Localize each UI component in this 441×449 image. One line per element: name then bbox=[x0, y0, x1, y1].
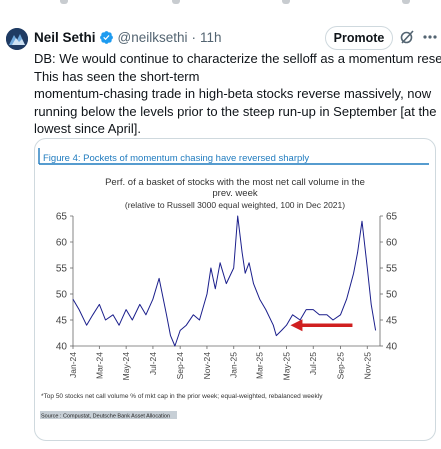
x-tick-label: Nov-25 bbox=[362, 352, 372, 380]
chart-subtitle: (relative to Russell 3000 equal weighted… bbox=[125, 200, 345, 210]
y-tick-label-left: 60 bbox=[56, 238, 68, 249]
tweet-text-line: momentum-chasing trade in high-beta stoc… bbox=[34, 86, 432, 101]
tweet-text: DB: We would continue to characterize th… bbox=[34, 50, 441, 138]
chart-image-card[interactable]: Figure 4: Pockets of momentum chasing ha… bbox=[34, 138, 436, 441]
x-tick-label: Nov-24 bbox=[202, 352, 212, 380]
y-tick-label-right: 45 bbox=[386, 316, 398, 327]
x-tick-label: Jul-25 bbox=[308, 352, 318, 375]
x-tick-label: Mar-25 bbox=[255, 352, 265, 379]
x-tick-label: Jan-24 bbox=[68, 352, 78, 378]
author-handle[interactable]: @neilksethi bbox=[117, 29, 188, 45]
previous-post-action-bar bbox=[0, 0, 441, 8]
y-tick-label-right: 50 bbox=[386, 290, 398, 301]
y-tick-label-right: 55 bbox=[386, 264, 398, 275]
separator-dot: · bbox=[191, 29, 197, 45]
y-tick-label-left: 55 bbox=[56, 264, 68, 275]
grok-icon[interactable] bbox=[399, 29, 415, 45]
annotation-arrow-head bbox=[290, 319, 303, 332]
tweet-text-line: lowest since April]. bbox=[34, 121, 141, 136]
promote-button[interactable]: Promote bbox=[325, 26, 393, 50]
avatar[interactable] bbox=[6, 28, 28, 50]
x-tick-label: Jul-24 bbox=[148, 352, 158, 375]
tweet-header: Neil Sethi @neilksethi · 11h bbox=[34, 27, 222, 47]
series-line bbox=[72, 215, 377, 347]
author-name[interactable]: Neil Sethi bbox=[34, 29, 96, 45]
chart-title-line-2: prev. week bbox=[212, 188, 257, 199]
y-tick-label-left: 45 bbox=[56, 316, 68, 327]
share-icon[interactable] bbox=[402, 0, 410, 4]
verified-badge-icon bbox=[99, 30, 113, 44]
x-tick-label: Jan-25 bbox=[229, 352, 239, 378]
reply-icon[interactable] bbox=[60, 0, 68, 4]
like-icon[interactable] bbox=[172, 0, 180, 4]
chart-footnote: *Top 50 stocks net call volume % of mkt … bbox=[41, 393, 323, 400]
tweet-text-line: This has seen the short-term bbox=[34, 68, 200, 84]
plot-area: 40 40 45 45 50 50 55 55 60 60 65 65 Jan-24 Mar-24 May-… bbox=[56, 212, 398, 381]
chart: Figure 4: Pockets of momentum chasing ha… bbox=[38, 148, 429, 420]
views-icon[interactable] bbox=[282, 0, 290, 4]
x-tick-label: Sep-24 bbox=[175, 352, 185, 380]
y-tick-label-left: 65 bbox=[56, 212, 68, 223]
post-time[interactable]: 11h bbox=[200, 29, 222, 45]
more-options-icon[interactable] bbox=[422, 34, 438, 40]
y-tick-label-left: 40 bbox=[56, 342, 68, 353]
x-tick-label: Mar-24 bbox=[94, 352, 104, 379]
y-tick-label-right: 65 bbox=[386, 212, 398, 223]
y-tick-label-right: 60 bbox=[386, 238, 398, 249]
tweet-text-line: DB: We would continue to characterize th… bbox=[34, 51, 441, 66]
x-tick-label: Sep-25 bbox=[335, 352, 345, 380]
source-highlight bbox=[40, 411, 177, 419]
chart-title-line-1: Perf. of a basket of stocks with the mos… bbox=[105, 177, 365, 188]
x-tick-label: May-25 bbox=[281, 352, 291, 381]
y-tick-label-left: 50 bbox=[56, 290, 68, 301]
x-tick-label: May-24 bbox=[121, 352, 131, 381]
y-tick-label-right: 40 bbox=[386, 342, 398, 353]
tweet-text-line: running below the levels prior to the st… bbox=[34, 103, 437, 119]
chart-source: Source : Compustat, Deutsche Bank Asset … bbox=[41, 414, 170, 420]
figure-title: Figure 4: Pockets of momentum chasing ha… bbox=[43, 153, 309, 164]
